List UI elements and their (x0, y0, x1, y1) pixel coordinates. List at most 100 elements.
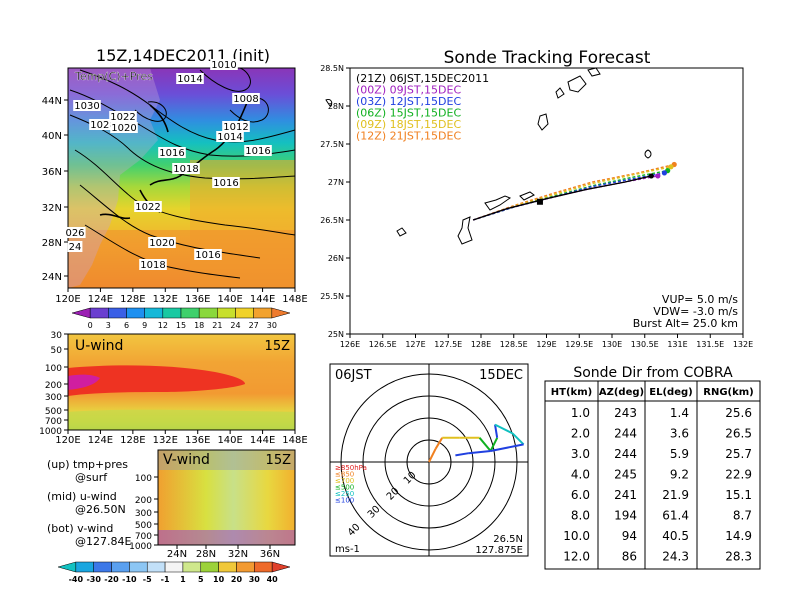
track-x-axis: 126E 126.5E 127E 127.5E 128E 128.5E 129E 129.5E… (340, 334, 753, 349)
isobar-label-bg (210, 59, 238, 70)
table-cell: 22.9 (725, 468, 752, 482)
uwind-x-tick-label: 124E (88, 435, 113, 446)
uwind-time: 15Z (265, 339, 291, 354)
track-x-tick-label: 130.5E (631, 340, 659, 349)
vwind-colorbar-swatch (164, 561, 184, 573)
isobar-label-bg (73, 100, 101, 111)
table-cell: 25.7 (725, 447, 752, 461)
polar-unit: ms-1 (335, 544, 360, 555)
table-title: Sonde Dir from COBRA (573, 365, 733, 381)
colorbar-label: 12 (158, 321, 168, 330)
table-cell: 12.0 (563, 550, 590, 564)
uwind-x-tick-label: 148E (282, 435, 307, 446)
map-frame (67, 67, 296, 289)
table-cell: 3.0 (571, 447, 590, 461)
uwind-frame (67, 333, 296, 431)
colorbar-swatch (144, 307, 164, 319)
colorbar-label: 27 (249, 321, 259, 330)
track-x-tick-label: 131.5E (696, 340, 724, 349)
uwind-y-tick-label: 50 (51, 346, 63, 356)
hodograph-segment (494, 423, 514, 435)
track-x-tick-label: 127.5E (434, 340, 462, 349)
uwind-x-axis: 120E 124E 128E 132E 136E 140E 144E 148E (55, 430, 308, 446)
pressure-legend-entry: ≤500 (335, 484, 354, 492)
map-x-tick-label: 120E (55, 294, 80, 305)
table-header-cell: HT(km) (551, 387, 592, 398)
colorbar-swatch (162, 307, 182, 319)
uwind-y-tick-label: 100 (45, 364, 62, 374)
isobar-label-bg (172, 163, 200, 174)
map-overlay-label: Temp(C)+Pres (74, 70, 153, 83)
colorbar-swatch (108, 307, 127, 319)
track-x-tick-label: 129E (536, 340, 556, 349)
vwind-colorbar-label: -30 (86, 575, 101, 584)
colorbar-swatch (235, 307, 254, 319)
track-release-marker (536, 198, 543, 205)
table-cell: 9.2 (670, 468, 689, 482)
table-cell: 5.9 (670, 447, 689, 461)
vwind-y-tick-label: 1000 (129, 542, 152, 552)
track-y-tick-label: 28.5N (320, 64, 344, 73)
table-cell: 1.4 (670, 406, 689, 420)
map-y-tick-label: 40N (42, 131, 62, 142)
table-header-cell: RNG(km) (703, 387, 754, 398)
vwind-colorbar-swatch (75, 561, 94, 573)
vwind-colorbar-label: 5 (198, 575, 204, 584)
map-x-tick-label: 136E (185, 294, 210, 305)
table-cell: 241 (614, 488, 637, 502)
table-cell: 8.0 (571, 509, 590, 523)
table-cell: 21.9 (662, 488, 689, 502)
param-vdw: VDW= -3.0 m/s (653, 305, 738, 318)
table-cell: 4.0 (571, 468, 590, 482)
vwind-x-tick-label: 36N (260, 549, 280, 560)
vwind-y-tick-label: 700 (135, 532, 152, 542)
isobar-label-bg (232, 93, 260, 104)
track-legend-entry: (03Z) 12JST,15DEC (356, 95, 461, 108)
map-plot (68, 67, 296, 288)
table-cell: 25.6 (725, 406, 752, 420)
track-y-tick-label: 26N (328, 254, 344, 263)
vwind-colorbar-label: -1 (161, 575, 170, 584)
track-y-tick-label: 25N (328, 330, 344, 339)
vwind-colorbar-label: -40 (69, 575, 84, 584)
table-cell: 244 (614, 427, 637, 441)
hodograph-segment (428, 448, 437, 463)
track-legend-entry: (21Z) 06JST,15DEC2011 (356, 72, 489, 85)
uwind-y-tick-label: 700 (45, 417, 62, 427)
isobar-label-bg (222, 121, 250, 132)
vwind-colorbar-swatch (271, 561, 291, 573)
isobar-label: 24 (69, 242, 82, 253)
track-title: Sonde Tracking Forecast (444, 48, 651, 68)
isobar-label: 1014 (217, 132, 242, 143)
table-cell: 1.0 (571, 406, 590, 420)
uwind-jet-max (68, 374, 100, 390)
isobar-label: 1022 (110, 112, 135, 123)
table-cell: 61.4 (662, 509, 689, 523)
vwind-colorbar-label: 30 (249, 575, 261, 584)
isobar-label-bg (212, 177, 240, 188)
map-x-tick-label: 128E (120, 294, 145, 305)
uwind-x-tick-label: 140E (217, 435, 242, 446)
table-header-cell: EL(deg) (649, 387, 692, 398)
vwind-colorbar-label: 40 (267, 575, 279, 584)
track-y-tick-label: 27.5N (320, 140, 344, 149)
vwind-colorbar-swatch (236, 561, 255, 573)
table-cell: 10.0 (563, 529, 590, 543)
map-x-tick-label: 124E (88, 294, 113, 305)
note-bot-1: (bot) v-wind (47, 522, 113, 535)
track-legend-entry: (12Z) 21JST,15DEC (356, 130, 461, 143)
map-title: 15Z,14DEC2011 (init) (96, 46, 270, 65)
vwind-x-tick-label: 24N (167, 549, 187, 560)
vwind-x-tick-label: 28N (196, 549, 216, 560)
vwind-colorbar-swatch (218, 561, 237, 573)
pressure-legend-entry: ≤100 (335, 497, 354, 505)
vwind-colorbar-swatch (57, 561, 77, 573)
polar-date: 15DEC (479, 368, 523, 383)
track-legend-entry: (06Z) 15JST,15DEC (356, 107, 461, 120)
map-x-tick-label: 132E (153, 294, 178, 305)
map-x-axis: 120E 124E 128E 132E 136E 140E 144E 148E (55, 288, 308, 305)
vwind-colorbar-label: -5 (143, 575, 152, 584)
colorbar-swatch (71, 307, 91, 319)
